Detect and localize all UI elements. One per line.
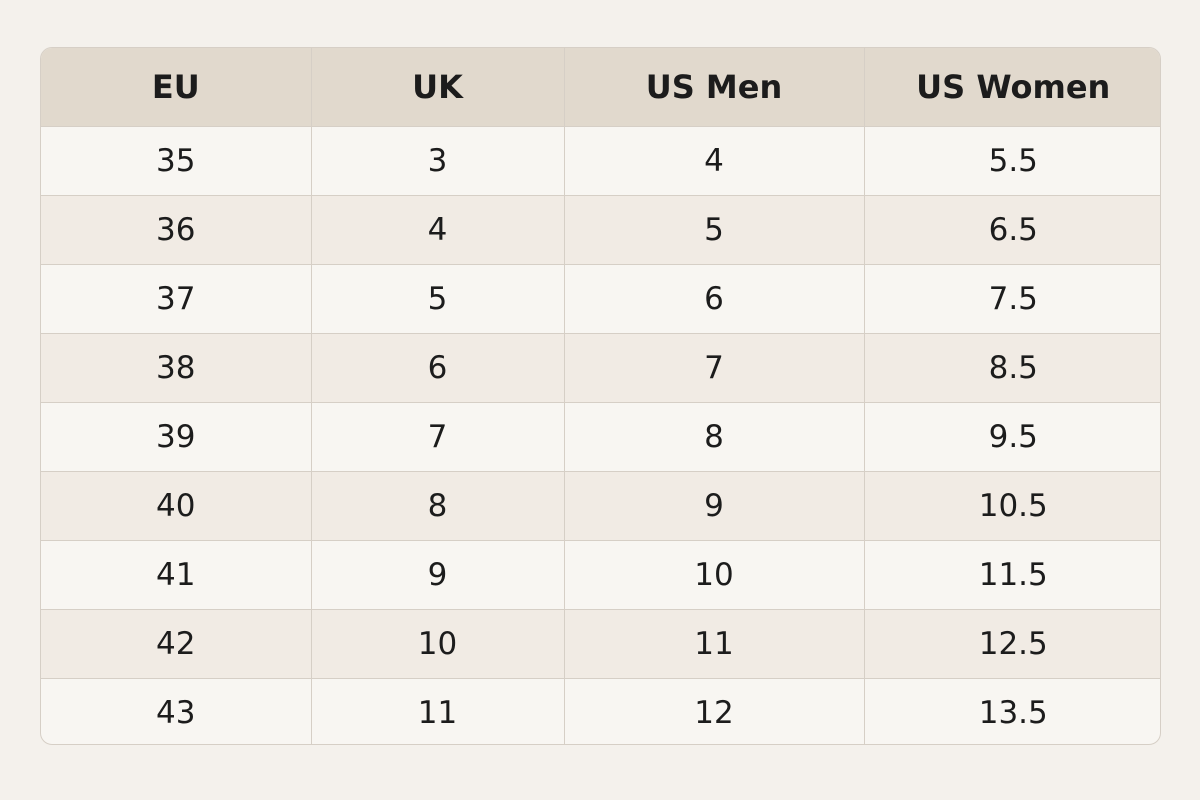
header-cell: UK: [310, 48, 564, 127]
table-row: 38 6 7 8.5: [41, 333, 1160, 403]
table-row: 36 4 5 6.5: [41, 195, 1160, 265]
header-cell: US Men: [563, 48, 864, 127]
table-cell: 4: [310, 195, 564, 265]
size-table-card: EU UK US Men US Women 35 3 4 5.5 36 4 5 6.5 37 5 6 7.5…: [40, 47, 1161, 745]
table-cell: 8.5: [863, 333, 1160, 403]
table-cell: 12: [563, 678, 864, 744]
header-row: EU UK US Men US Women: [41, 48, 1160, 127]
table-cell: 6: [563, 264, 864, 334]
table-cell: 38: [41, 333, 311, 403]
table-row: 39 7 8 9.5: [41, 402, 1160, 472]
table-cell: 40: [41, 471, 311, 541]
table-cell: 37: [41, 264, 311, 334]
table-cell: 13.5: [863, 678, 1160, 744]
table-cell: 11: [310, 678, 564, 744]
table-cell: 9: [310, 540, 564, 610]
table-cell: 10: [310, 609, 564, 679]
table-cell: 5: [310, 264, 564, 334]
table-cell: 9.5: [863, 402, 1160, 472]
table-cell: 42: [41, 609, 311, 679]
table-cell: 10.5: [863, 471, 1160, 541]
table-cell: 39: [41, 402, 311, 472]
table-cell: 35: [41, 126, 311, 196]
table-row: 40 8 9 10.5: [41, 471, 1160, 541]
table-cell: 6.5: [863, 195, 1160, 265]
table-body: 35 3 4 5.5 36 4 5 6.5 37 5 6 7.5 38 6 7 8.5 39 7 8 9.5 40 8 9 1…: [41, 126, 1160, 744]
table-cell: 8: [310, 471, 564, 541]
table-row: 43 11 12 13.5: [41, 678, 1160, 744]
table-cell: 11: [563, 609, 864, 679]
table-row: 42 10 11 12.5: [41, 609, 1160, 679]
table-header: EU UK US Men US Women: [41, 48, 1160, 127]
table-cell: 7: [310, 402, 564, 472]
table-cell: 12.5: [863, 609, 1160, 679]
table-cell: 8: [563, 402, 864, 472]
table-cell: 7.5: [863, 264, 1160, 334]
table-cell: 36: [41, 195, 311, 265]
table-cell: 10: [563, 540, 864, 610]
table-cell: 41: [41, 540, 311, 610]
table-cell: 43: [41, 678, 311, 744]
table-cell: 5.5: [863, 126, 1160, 196]
table-row: 37 5 6 7.5: [41, 264, 1160, 334]
table-cell: 6: [310, 333, 564, 403]
size-table: EU UK US Men US Women 35 3 4 5.5 36 4 5 6.5 37 5 6 7.5…: [41, 48, 1160, 744]
table-cell: 5: [563, 195, 864, 265]
table-cell: 3: [310, 126, 564, 196]
table-cell: 4: [563, 126, 864, 196]
header-cell: US Women: [863, 48, 1160, 127]
header-cell: EU: [41, 48, 311, 127]
table-row: 35 3 4 5.5: [41, 126, 1160, 196]
table-cell: 7: [563, 333, 864, 403]
table-cell: 11.5: [863, 540, 1160, 610]
table-cell: 9: [563, 471, 864, 541]
table-row: 41 9 10 11.5: [41, 540, 1160, 610]
